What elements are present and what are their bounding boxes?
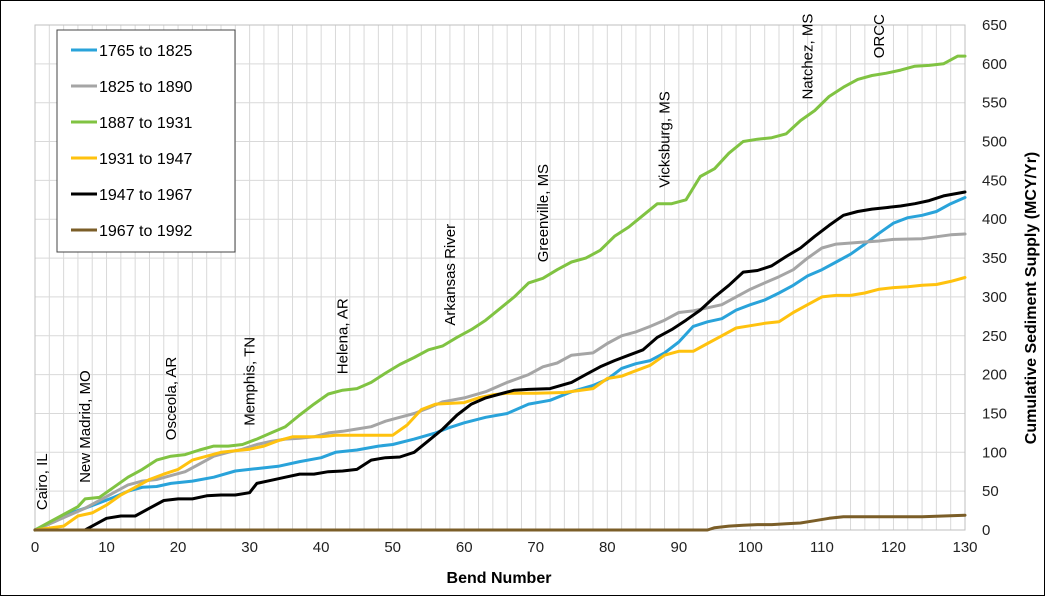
- x-tick-label: 50: [384, 539, 401, 556]
- x-tick-label: 60: [456, 539, 473, 556]
- annotation-label: ORCC: [871, 14, 888, 58]
- x-tick-labels: 0 10 20 30 40 50 60 70 80 90 100 110 120 130: [31, 539, 978, 556]
- x-tick-label: 30: [241, 539, 258, 556]
- annotation-label: Helena, AR: [335, 298, 352, 374]
- x-tick-label: 0: [31, 539, 39, 556]
- location-annotations: Cairo, IL New Madrid, MO Osceola, AR Memphi…: [34, 14, 888, 510]
- annotation-label: Greenville, MS: [535, 164, 552, 262]
- legend: 1765 to 1825 1825 to 1890 1887 to 1931 1931…: [56, 29, 236, 253]
- x-tick-label: 80: [599, 539, 616, 556]
- series-line: [33, 276, 967, 532]
- y-tick-label: 600: [982, 56, 1007, 73]
- x-tick-label: 40: [313, 539, 330, 556]
- legend-label: 1825 to 1890: [99, 79, 193, 96]
- x-tick-label: 70: [527, 539, 544, 556]
- series-lines: [33, 54, 967, 532]
- y-tick-label: 450: [982, 172, 1007, 189]
- y-tick-label: 50: [982, 483, 999, 500]
- series-line: [33, 513, 967, 532]
- x-tick-label: 120: [881, 539, 906, 556]
- legend-box: [56, 29, 236, 253]
- series-line: [33, 190, 967, 532]
- y-tick-label: 650: [982, 17, 1007, 34]
- y-tick-label: 250: [982, 328, 1007, 345]
- x-tick-label: 90: [671, 539, 688, 556]
- y-tick-label: 100: [982, 444, 1007, 461]
- y-tick-label: 150: [982, 405, 1007, 422]
- legend-label: 1931 to 1947: [99, 151, 193, 168]
- y-axis-title: Cumulative Sediment Supply (MCY/Yr): [1023, 152, 1040, 444]
- legend-label: 1947 to 1967: [99, 187, 193, 204]
- y-tick-label: 200: [982, 367, 1007, 384]
- x-tick-label: 130: [952, 539, 977, 556]
- y-tick-label: 500: [982, 134, 1007, 151]
- x-tick-label: 100: [738, 539, 763, 556]
- y-tick-label: 350: [982, 250, 1007, 267]
- x-tick-label: 20: [170, 539, 187, 556]
- legend-label: 1887 to 1931: [99, 115, 193, 132]
- annotation-label: New Madrid, MO: [77, 370, 94, 483]
- y-tick-label: 300: [982, 289, 1007, 306]
- annotation-label: Memphis, TN: [242, 337, 259, 426]
- x-tick-label: 110: [810, 539, 834, 556]
- y-tick-label: 0: [982, 522, 990, 539]
- y-tick-label: 400: [982, 211, 1007, 228]
- annotation-label: Osceola, AR: [163, 357, 180, 441]
- y-tick-label: 550: [982, 95, 1007, 112]
- series-line: [33, 232, 967, 532]
- annotation-label: Vicksburg, MS: [657, 91, 674, 187]
- x-axis-title: Bend Number: [447, 570, 552, 587]
- annotation-label: Cairo, IL: [34, 453, 51, 510]
- y-tick-labels: 0 50 100 150 200 250 300 350 400 450 500 550 600 650: [982, 17, 1007, 539]
- legend-label: 1967 to 1992: [99, 223, 193, 240]
- legend-label: 1765 to 1825: [99, 43, 193, 60]
- x-tick-label: 10: [98, 539, 115, 556]
- series-line: [33, 196, 967, 532]
- annotation-label: Arkansas River: [442, 224, 459, 326]
- series-line: [33, 54, 967, 532]
- annotation-label: Natchez, MS: [800, 14, 817, 100]
